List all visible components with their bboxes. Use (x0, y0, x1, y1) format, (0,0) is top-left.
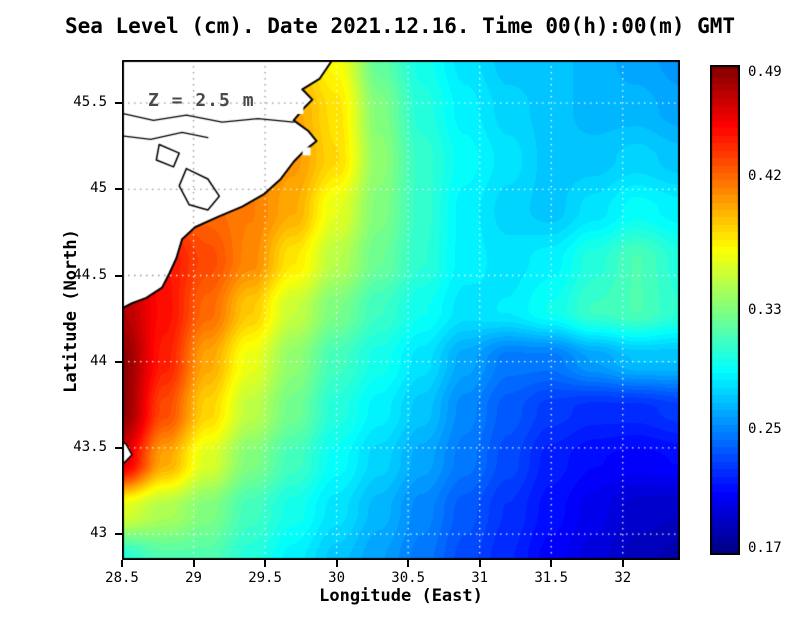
x-tick-label: 31 (471, 570, 489, 586)
x-tick-label: 30.5 (391, 570, 425, 586)
heatmap-canvas (122, 60, 680, 560)
y-tick-label: 45.5 (73, 94, 107, 111)
y-axis-label: Latitude (North) (61, 229, 81, 393)
y-tick-label: 43 (90, 525, 107, 542)
x-tick-label: 32 (614, 570, 632, 586)
colorbar-label: 0.25 (748, 420, 782, 437)
y-tick-label: 44.5 (73, 266, 107, 283)
colorbar-label: 0.49 (748, 64, 782, 81)
x-tick-mark (121, 560, 123, 567)
x-tick-label: 29.5 (248, 570, 282, 586)
x-tick-mark (621, 560, 624, 567)
x-tick-mark (478, 560, 481, 567)
x-tick-label: 28.5 (105, 570, 139, 586)
y-tick-mark (115, 274, 122, 277)
x-tick-label: 30 (328, 570, 346, 586)
colorbar (710, 65, 740, 555)
x-tick-label: 31.5 (534, 570, 569, 586)
y-tick-mark (115, 360, 122, 363)
y-tick-label: 43.5 (73, 438, 107, 455)
x-tick-mark (407, 560, 410, 567)
x-tick-mark (550, 560, 553, 567)
y-tick-mark (115, 446, 122, 449)
colorbar-label: 0.42 (748, 168, 782, 185)
x-axis-label: Longitude (East) (319, 586, 483, 606)
x-tick-mark (335, 560, 338, 567)
x-tick-mark (264, 560, 267, 567)
y-tick-mark (115, 533, 122, 536)
chart-title: Sea Level (cm). Date 2021.12.16. Time 00… (64, 14, 736, 38)
colorbar-label: 0.33 (748, 302, 782, 318)
colorbar-label: 0.17 (748, 539, 782, 556)
y-tick-mark (115, 102, 122, 105)
y-tick-label: 44 (90, 352, 107, 369)
y-tick-mark (115, 188, 122, 191)
depth-annotation: Z = 2.5 m (148, 90, 255, 111)
y-tick-label: 45 (90, 180, 107, 197)
x-tick-mark (192, 560, 195, 567)
x-tick-label: 29 (185, 570, 202, 586)
